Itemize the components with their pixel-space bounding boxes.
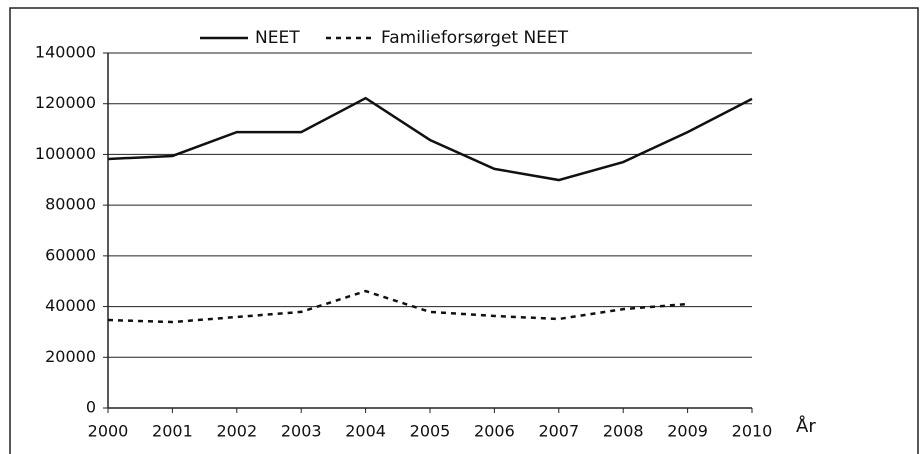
x-tick-label: 2004 [345, 422, 386, 441]
y-tick-label: 120000 [35, 93, 96, 112]
legend-label: NEET [255, 28, 300, 48]
legend-label: Familieforsørget NEET [381, 28, 569, 48]
y-tick-label: 100000 [35, 144, 96, 163]
y-tick-label: 20000 [45, 347, 96, 366]
x-tick-label: 2003 [281, 422, 322, 441]
line-series [107, 289, 688, 324]
x-tick-label: 2007 [538, 422, 579, 441]
x-axis-label: År [796, 415, 816, 437]
y-tick-label: 60000 [45, 245, 96, 264]
y-tick-label: 0 [86, 398, 96, 417]
frame [9, 7, 919, 454]
x-tick-label: 2001 [152, 422, 193, 441]
y-tick-label: 140000 [35, 43, 96, 62]
x-tick-label: 2005 [410, 422, 451, 441]
x-tick-label: 2000 [88, 422, 129, 441]
x-tick-label: 2008 [603, 422, 644, 441]
x-tick-label: 2009 [667, 422, 708, 441]
x-tick-label: 2002 [216, 422, 257, 441]
x-tick-label: 2010 [732, 422, 773, 441]
x-tick-label: 2006 [474, 422, 515, 441]
line-series [107, 96, 753, 182]
y-tick-label: 40000 [45, 296, 96, 315]
y-tick-label: 80000 [45, 195, 96, 214]
